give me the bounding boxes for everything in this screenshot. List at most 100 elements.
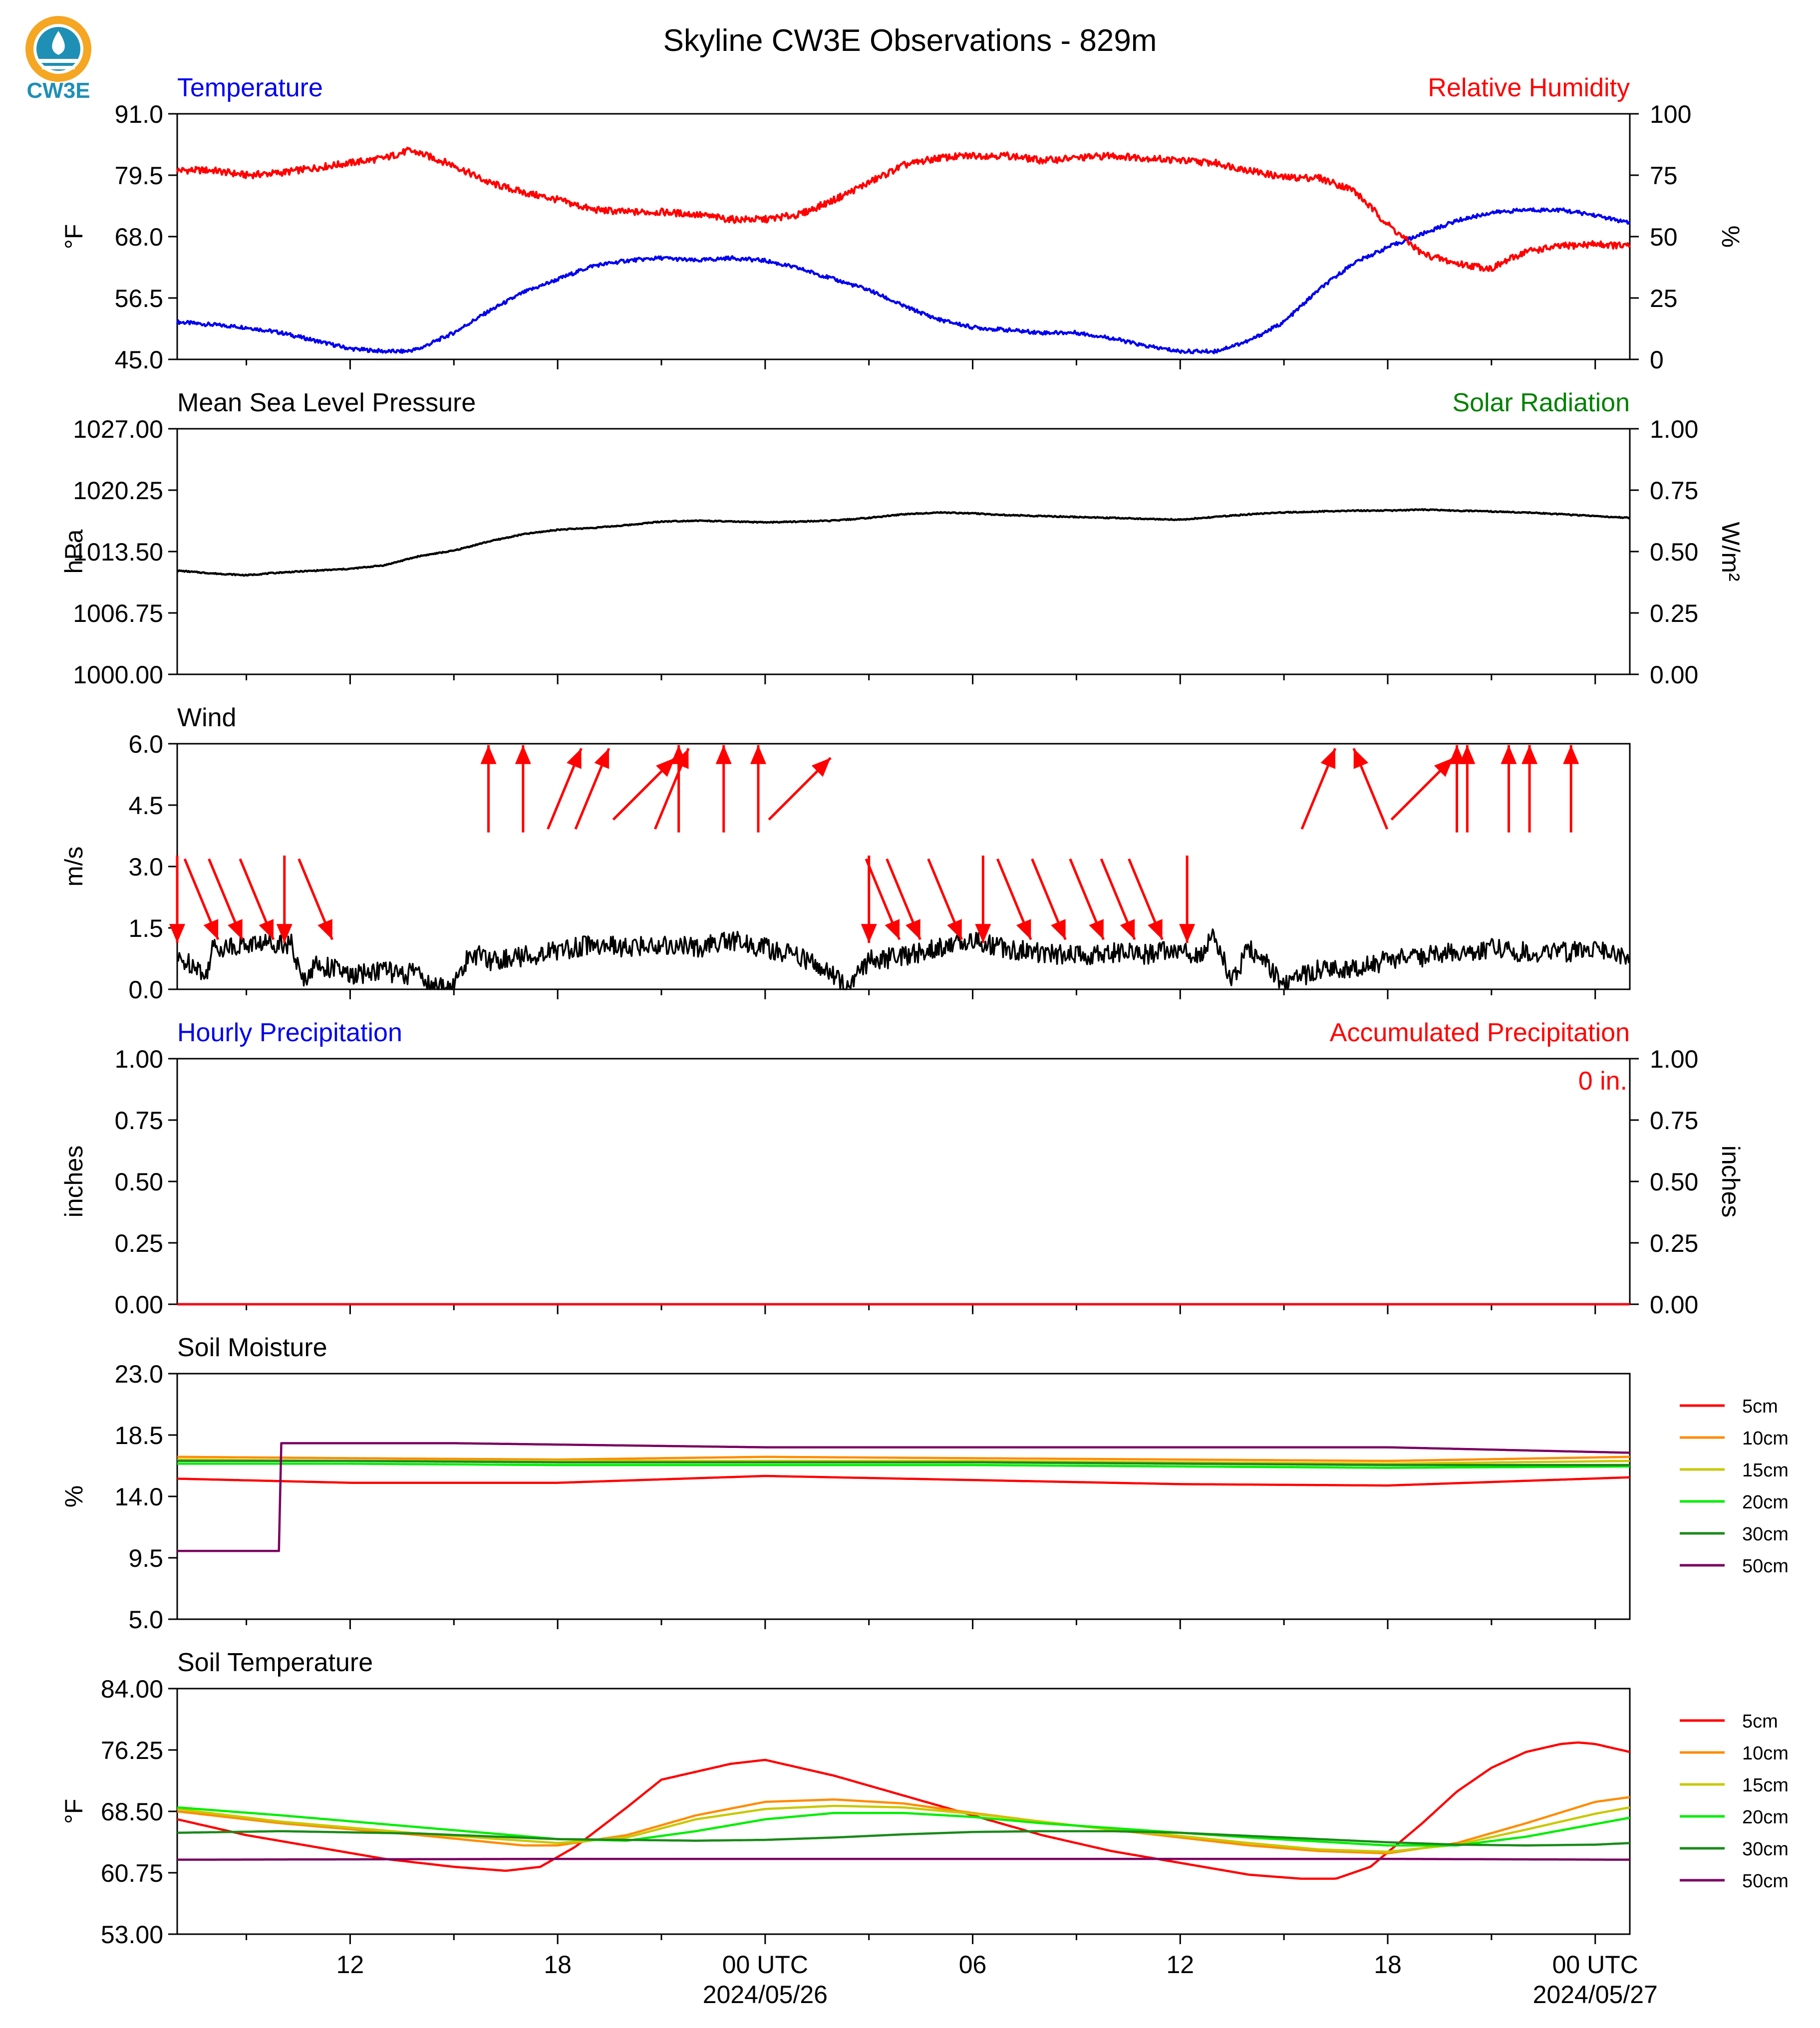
y-tick-label-right: 0.25	[1650, 599, 1698, 627]
wind-arrow-head	[1089, 919, 1104, 940]
series-line-30cm	[177, 1830, 1630, 1847]
panel-precipitation: Hourly Precipitation Accumulated Precipi…	[60, 1018, 1745, 1319]
y-axis-label: m/s	[60, 847, 88, 887]
y-tick-label: 0.25	[115, 1229, 163, 1257]
y-tick-label-right: 0.00	[1650, 1291, 1698, 1319]
wind-arrow-head	[975, 924, 991, 943]
y-tick-label: 76.25	[101, 1737, 163, 1764]
y-tick-label: 1.00	[115, 1045, 163, 1073]
wind-arrow-head	[515, 745, 531, 764]
y-tick-label: 1006.75	[73, 599, 163, 627]
y-tick-label-right: 25	[1650, 285, 1678, 312]
y-tick-label-right: 1.00	[1650, 415, 1698, 443]
wind-arrow-head	[228, 919, 243, 940]
logo-text: CW3E	[26, 78, 90, 103]
wind-arrow-head	[480, 745, 497, 764]
wind-arrow-head	[567, 748, 582, 769]
y-axis-label-right: inches	[1717, 1146, 1745, 1218]
wind-arrow-head	[1353, 748, 1369, 769]
y-tick-label-right: 1.00	[1650, 1045, 1698, 1073]
series-line-10cm	[177, 1455, 1630, 1462]
y-tick-label: 91.0	[115, 100, 163, 128]
x-tick-label: 06	[959, 1951, 987, 1979]
series-line-30cm	[177, 1459, 1630, 1466]
y-tick-label: 0.50	[115, 1168, 163, 1196]
series-line-50cm	[177, 1857, 1630, 1861]
y-tick-label: 1013.50	[73, 538, 163, 566]
series-line-wind	[177, 928, 1631, 990]
wind-arrow-head	[594, 748, 609, 769]
wind-arrow-head	[1501, 745, 1517, 764]
panel-title-left: Soil Temperature	[177, 1648, 373, 1677]
y-tick-label: 68.0	[115, 223, 163, 251]
wind-arrow-head	[947, 919, 962, 940]
y-tick-label-right: 0.50	[1650, 1168, 1698, 1196]
y-tick-label: 0.00	[115, 1291, 163, 1319]
wind-arrow-head	[715, 745, 732, 764]
legend-label: 30cm	[1742, 1839, 1789, 1860]
panel-title-left: Wind	[177, 703, 236, 732]
y-tick-label-right: 0.00	[1650, 661, 1698, 689]
legend-label: 15cm	[1742, 1460, 1789, 1481]
y-tick-label-right: 75	[1650, 162, 1678, 190]
plot-frame	[176, 1373, 1631, 1620]
x-tick-label: 18	[1374, 1951, 1402, 1979]
panel-soil-temperature: Soil Temperature 53.00 60.75 68.50 76.25 84.…	[60, 1648, 1789, 2009]
y-axis-label-right: %	[1717, 226, 1745, 248]
legend-label: 5cm	[1742, 1711, 1778, 1732]
legend-label: 50cm	[1742, 1871, 1789, 1892]
y-tick-label: 79.5	[115, 162, 163, 190]
water-drop-icon	[52, 31, 65, 55]
wind-arrow-head	[906, 919, 920, 940]
y-tick-label-right: 100	[1650, 100, 1691, 128]
y-tick-label-right: 0	[1650, 346, 1664, 374]
wind-arrow-head	[1120, 919, 1135, 940]
legend-label: 15cm	[1742, 1775, 1789, 1796]
legend-label: 10cm	[1742, 1428, 1789, 1449]
y-axis-label: hPa	[60, 529, 88, 574]
series-line-10cm	[177, 1796, 1630, 1855]
y-tick-label: 1.5	[128, 914, 163, 942]
y-tick-label: 0.75	[115, 1107, 163, 1135]
wind-arrow-head	[1320, 748, 1336, 769]
wind-arrow-head	[276, 924, 293, 943]
y-tick-label-right: 0.75	[1650, 477, 1698, 505]
y-tick-label: 68.50	[101, 1798, 163, 1826]
y-tick-label: 60.75	[101, 1859, 163, 1887]
y-tick-label: 5.0	[128, 1606, 163, 1634]
y-tick-label: 1000.00	[73, 661, 163, 689]
wind-arrow-head	[1179, 924, 1196, 943]
series-line-50cm	[177, 1442, 1630, 1552]
y-tick-label: 23.0	[115, 1360, 163, 1388]
y-tick-label: 4.5	[128, 792, 163, 820]
wind-arrow-head	[1051, 919, 1066, 940]
y-axis-label-right: W/m²	[1717, 522, 1745, 581]
wind-arrow-head	[861, 924, 877, 943]
logo-wave-2	[42, 66, 75, 69]
wind-arrow-head	[203, 919, 219, 940]
y-tick-label-right: 0.75	[1650, 1107, 1698, 1135]
series-line-mean-sea-level-pressure	[177, 508, 1630, 577]
legend-label: 20cm	[1742, 1492, 1789, 1513]
panel-wind: Wind 0.0 1.5 3.0 4.5 6.0 m/s	[60, 703, 1631, 1004]
x-tick-date: 2024/05/26	[703, 1981, 828, 2009]
y-tick-label: 1027.00	[73, 415, 163, 443]
x-tick-label: 18	[544, 1951, 572, 1979]
legend-label: 30cm	[1742, 1524, 1789, 1545]
plot-frame	[176, 1058, 1631, 1305]
panel-title-left: Temperature	[177, 73, 323, 102]
y-axis-label: °F	[60, 1799, 88, 1824]
y-tick-label: 45.0	[115, 346, 163, 374]
wind-arrow-head	[885, 919, 900, 940]
logo-ring	[25, 16, 91, 82]
panel-title-right: Accumulated Precipitation	[1330, 1018, 1630, 1047]
y-tick-label-right: 0.25	[1650, 1229, 1698, 1257]
legend-label: 10cm	[1742, 1743, 1789, 1764]
y-axis-label: inches	[60, 1146, 88, 1218]
legend-label: 20cm	[1742, 1807, 1789, 1828]
legend-label: 5cm	[1742, 1396, 1778, 1417]
panel-pressure-solar: Mean Sea Level Pressure Solar Radiation …	[60, 388, 1745, 689]
wind-arrow-head	[1016, 919, 1031, 940]
wind-arrow-head	[1459, 745, 1476, 764]
wind-arrow-head	[1148, 919, 1163, 940]
